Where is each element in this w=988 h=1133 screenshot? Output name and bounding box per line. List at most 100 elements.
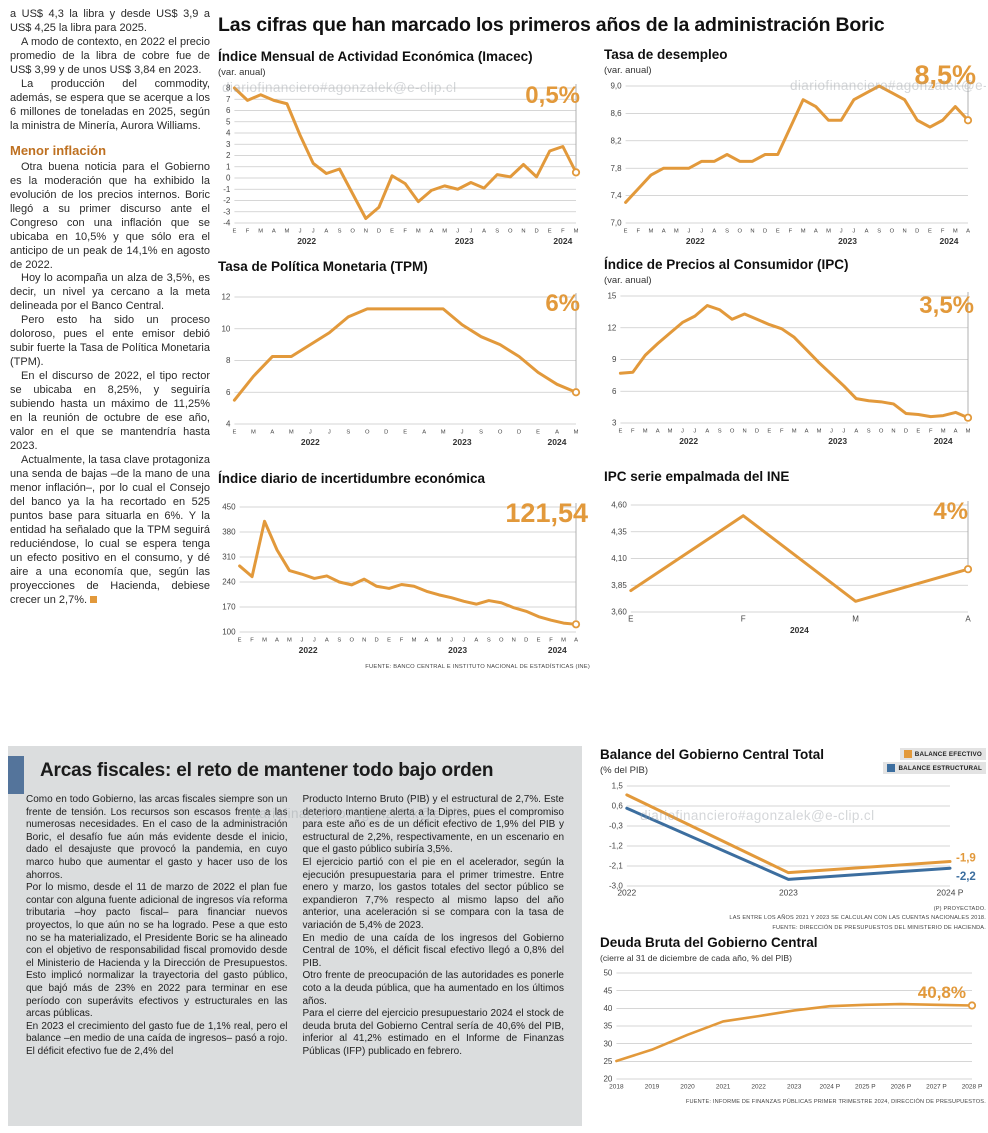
latest-value-label: 6% — [545, 290, 580, 317]
latest-value-label: 8,5% — [914, 60, 976, 90]
svg-text:2024: 2024 — [940, 236, 959, 246]
svg-text:N: N — [362, 637, 366, 643]
svg-text:D: D — [524, 637, 528, 643]
latest-value-label: 40,8% — [917, 983, 966, 1002]
fiscal-column-1: Como en todo Gobierno, las arcas fiscale… — [26, 794, 288, 1058]
chart-title: Balance del Gobierno Central Total — [600, 747, 825, 762]
svg-text:S: S — [725, 228, 729, 234]
svg-text:D: D — [377, 228, 381, 234]
svg-text:S: S — [338, 228, 342, 234]
svg-text:3,60: 3,60 — [611, 607, 627, 616]
svg-text:2019: 2019 — [645, 1083, 660, 1090]
svg-text:M: M — [643, 428, 648, 434]
svg-text:O: O — [737, 228, 742, 234]
chart-card-deuda: Deuda Bruta del Gobierno Central (cierre… — [600, 935, 986, 1118]
svg-text:O: O — [499, 637, 504, 643]
chart-subtitle: (% del PIB) — [600, 764, 649, 776]
svg-text:A: A — [966, 228, 970, 234]
svg-text:2024: 2024 — [934, 436, 953, 446]
article-paragraph: En el discurso de 2022, el tipo rector s… — [10, 370, 210, 453]
svg-text:N: N — [364, 228, 368, 234]
svg-text:2022: 2022 — [679, 436, 698, 446]
svg-text:M: M — [668, 428, 673, 434]
svg-text:J: J — [681, 428, 684, 434]
legend-item-efectivo: BALANCE EFECTIVO — [899, 748, 986, 760]
chart-note: (P) PROYECTADO. — [933, 905, 986, 912]
svg-text:J: J — [312, 228, 315, 234]
svg-text:M: M — [852, 614, 859, 623]
svg-text:7,8: 7,8 — [610, 164, 622, 173]
svg-text:A: A — [954, 428, 958, 434]
svg-text:F: F — [637, 228, 641, 234]
fiscal-column-2: Producto Interno Bruto (PIB) y el estruc… — [303, 794, 565, 1058]
svg-text:2024 P: 2024 P — [937, 887, 964, 897]
svg-text:J: J — [688, 228, 691, 234]
svg-text:2023: 2023 — [455, 236, 474, 246]
svg-text:J: J — [700, 228, 703, 234]
svg-text:2024: 2024 — [548, 645, 567, 655]
svg-text:M: M — [251, 429, 256, 435]
svg-text:2: 2 — [226, 151, 231, 160]
fiscal-paragraph: Como en todo Gobierno, las arcas fiscale… — [26, 794, 288, 881]
svg-text:240: 240 — [222, 577, 236, 586]
fiscal-paragraph: Producto Interno Bruto (PIB) y el estruc… — [302, 794, 565, 856]
svg-text:3: 3 — [226, 140, 231, 149]
svg-text:2024 P: 2024 P — [819, 1083, 840, 1090]
svg-text:A: A — [865, 228, 869, 234]
article-paragraph: a US$ 4,3 la libra y desde US$ 3,9 a US$… — [10, 8, 210, 34]
svg-text:M: M — [574, 429, 579, 435]
chart-subtitle: (var. anual) — [604, 274, 652, 286]
chart-legend: BALANCE EFECTIVO BALANCE ESTRUCTURAL — [883, 748, 986, 774]
legend-swatch-estructural — [887, 764, 896, 772]
svg-text:F: F — [250, 637, 254, 643]
chart-card-ipc-ine: IPC serie empalmada del INE 4% 4,60 4,35 4… — [604, 469, 982, 642]
svg-text:E: E — [536, 429, 540, 435]
svg-text:J: J — [842, 428, 845, 434]
svg-text:A: A — [662, 228, 666, 234]
legend-label: BALANCE EFECTIVO — [914, 750, 982, 758]
svg-text:E: E — [403, 429, 407, 435]
legend-item-estructural: BALANCE ESTRUCTURAL — [883, 762, 986, 774]
svg-text:O: O — [508, 228, 513, 234]
svg-text:7,0: 7,0 — [610, 218, 622, 227]
svg-text:-1: -1 — [223, 185, 231, 194]
svg-text:S: S — [487, 637, 491, 643]
chart-notes: (P) PROYECTADO. LAS ENTRE LOS AÑOS 2021 … — [600, 905, 986, 934]
svg-text:D: D — [384, 429, 388, 435]
svg-text:E: E — [767, 428, 771, 434]
chart-title: Índice de Precios al Consumidor (IPC) — [604, 257, 849, 272]
svg-text:A: A — [854, 428, 858, 434]
svg-text:A: A — [656, 428, 660, 434]
article-paragraph: A modo de contexto, en 2022 el precio pr… — [10, 35, 210, 76]
svg-text:J: J — [456, 228, 459, 234]
svg-text:M: M — [258, 228, 263, 234]
svg-text:A: A — [482, 228, 486, 234]
svg-text:E: E — [618, 428, 622, 434]
accent-bar — [8, 756, 24, 794]
svg-text:4: 4 — [226, 419, 231, 428]
svg-text:E: E — [928, 228, 932, 234]
svg-text:A: A — [574, 637, 578, 643]
svg-text:40: 40 — [603, 1004, 612, 1013]
svg-text:E: E — [548, 228, 552, 234]
svg-text:E: E — [390, 228, 394, 234]
svg-text:O: O — [365, 429, 370, 435]
svg-text:N: N — [902, 228, 906, 234]
svg-text:J: J — [469, 228, 472, 234]
svg-text:A: A — [965, 614, 971, 623]
svg-text:S: S — [346, 429, 350, 435]
svg-text:F: F — [941, 228, 945, 234]
fiscal-section: Arcas fiscales: el reto de mantener todo… — [8, 746, 582, 1126]
svg-text:6: 6 — [612, 387, 617, 396]
svg-text:M: M — [262, 637, 267, 643]
svg-text:J: J — [852, 228, 855, 234]
svg-text:3,85: 3,85 — [611, 581, 627, 590]
svg-text:4,60: 4,60 — [611, 500, 627, 509]
svg-text:-1,9: -1,9 — [956, 852, 976, 864]
svg-text:2020: 2020 — [680, 1083, 695, 1090]
svg-text:S: S — [479, 429, 483, 435]
desempleo-line-chart: 9,08,68,27,87,47,0E F M A M J J A S O N D E F M A M J J A S O… — [610, 81, 973, 246]
